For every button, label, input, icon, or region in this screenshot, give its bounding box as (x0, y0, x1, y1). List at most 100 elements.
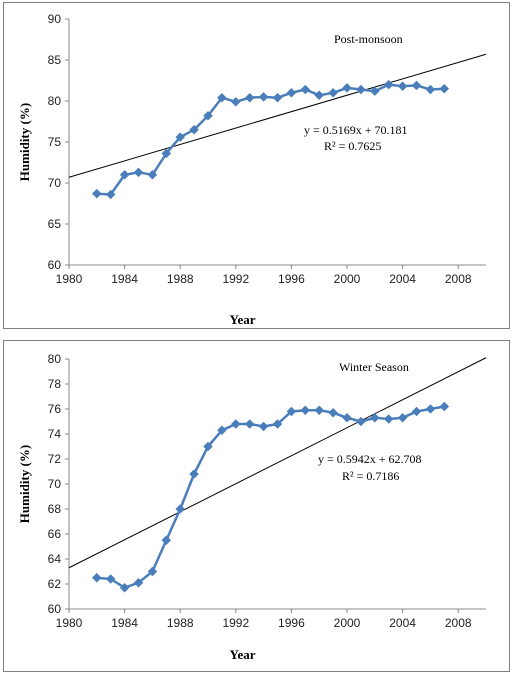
y-tick-label: 68 (48, 502, 62, 516)
data-point-diamond (147, 169, 158, 180)
data-point-diamond (244, 419, 255, 429)
x-axis-title: Year (230, 647, 256, 662)
data-point-diamond (439, 83, 450, 94)
data-point-diamond (258, 92, 269, 102)
data-point-diamond (272, 419, 283, 429)
data-point-diamond (105, 189, 116, 200)
x-tick-label: 2000 (334, 272, 361, 286)
x-tick-label: 2008 (445, 272, 472, 286)
data-point-diamond (328, 87, 338, 98)
data-point-diamond (189, 124, 199, 135)
data-point-diamond (189, 469, 199, 479)
post-monsoon-chart-panel: 60 65 70 75 80 85 90 1980 1984 1988 1992 1996 2000 20… (3, 2, 510, 329)
data-point-diamond (230, 419, 241, 429)
y-tick-label: 70 (48, 176, 62, 190)
data-point-diamond (425, 84, 436, 95)
data-point-diamond (217, 425, 227, 436)
data-point-diamond (300, 405, 311, 416)
chart-title: Post-monsoon (334, 32, 403, 46)
data-point-diamond (203, 441, 213, 452)
y-tick-label: 74 (48, 427, 62, 441)
data-point-diamond (356, 416, 366, 427)
data-point-diamond (314, 405, 325, 416)
data-point-diamond (425, 404, 436, 414)
trendline-equation: y = 0.5169x + 70.181 (304, 123, 408, 137)
x-tick-label: 1984 (111, 272, 138, 286)
data-point-diamond (383, 79, 394, 90)
x-tick-label: 1988 (167, 616, 194, 630)
data-point-diamond (356, 84, 366, 95)
data-point-diamond (133, 167, 144, 178)
data-point-diamond (91, 188, 102, 199)
data-point-diamond (328, 407, 338, 418)
x-tick-label: 1980 (56, 272, 83, 286)
data-point-diamond (119, 169, 130, 180)
data-point-diamond (161, 535, 172, 546)
data-point-diamond (175, 504, 186, 514)
x-tick-label: 1992 (222, 272, 249, 286)
y-tick-label: 62 (48, 577, 62, 591)
data-point-diamond (314, 90, 325, 101)
data-point-diamond (369, 86, 380, 97)
x-tick-label: 2008 (445, 616, 472, 630)
data-point-diamond (91, 572, 102, 583)
post-monsoon-chart: 60 65 70 75 80 85 90 1980 1984 1988 1992 1996 2000 20… (17, 12, 487, 327)
data-point-diamond (230, 96, 241, 107)
y-tick-label: 80 (48, 352, 62, 366)
data-point-diamond (369, 412, 380, 423)
plot-area: 60 65 70 75 80 85 90 1980 1984 1988 1992 1996 2000 20… (48, 12, 487, 286)
data-point-diamond (300, 84, 311, 95)
trendline-equation: y = 0.5942x + 62.708 (318, 452, 422, 466)
data-point-diamond (105, 574, 116, 584)
y-tick-label: 78 (48, 377, 62, 391)
trendline-r-squared: R² = 0.7186 (342, 469, 399, 483)
y-tick-label: 76 (48, 402, 62, 416)
data-point-diamond (258, 421, 269, 432)
y-tick-label: 85 (48, 53, 62, 67)
y-tick-label: 60 (48, 258, 62, 272)
data-point-diamond (397, 81, 408, 92)
data-point-diamond (161, 148, 172, 159)
x-axis-title: Year (230, 312, 256, 327)
data-point-diamond (286, 87, 297, 98)
y-tick-label: 65 (48, 217, 62, 231)
humidity-series-line (96, 83, 445, 196)
x-tick-label: 1996 (278, 272, 305, 286)
x-tick-label: 1992 (222, 616, 249, 630)
data-point-diamond (147, 566, 158, 577)
data-point-diamond (411, 406, 422, 417)
humidity-series-line (96, 405, 445, 589)
data-point-diamond (439, 401, 450, 412)
data-point-diamond (217, 92, 227, 103)
winter-season-chart-panel: 60 62 64 66 68 70 72 74 76 78 80 1980 1984 1988 1992 19… (3, 340, 510, 672)
y-tick-label: 70 (48, 477, 62, 491)
chart-title: Winter Season (339, 360, 409, 374)
y-axis-title: Humidity (%) (17, 103, 32, 181)
y-tick-label: 75 (48, 135, 62, 149)
x-tick-label: 1980 (56, 616, 83, 630)
data-point-diamond (133, 577, 144, 588)
data-point-diamond (286, 406, 297, 417)
data-point-diamond (342, 83, 352, 93)
y-tick-label: 72 (48, 452, 62, 466)
data-point-diamond (203, 110, 213, 121)
linear-trendline (68, 357, 487, 569)
y-tick-label: 90 (48, 12, 62, 26)
data-point-diamond (244, 92, 255, 103)
data-point-diamond (383, 414, 394, 424)
linear-trendline (68, 53, 487, 178)
winter-season-chart: 60 62 64 66 68 70 72 74 76 78 80 1980 1984 1988 1992 19… (17, 352, 487, 662)
data-point-diamond (272, 92, 283, 103)
x-tick-label: 1984 (111, 616, 138, 630)
x-tick-label: 2004 (389, 616, 416, 630)
y-axis-title: Humidity (%) (17, 445, 32, 523)
y-tick-label: 80 (48, 94, 62, 108)
data-point-diamond (175, 132, 186, 142)
data-point-diamond (119, 582, 130, 593)
x-tick-label: 1988 (167, 272, 194, 286)
y-tick-label: 66 (48, 527, 62, 541)
trendline-r-squared: R² = 0.7625 (324, 139, 381, 153)
x-tick-label: 1996 (278, 616, 305, 630)
y-tick-label: 64 (48, 552, 62, 566)
y-tick-label: 60 (48, 602, 62, 616)
